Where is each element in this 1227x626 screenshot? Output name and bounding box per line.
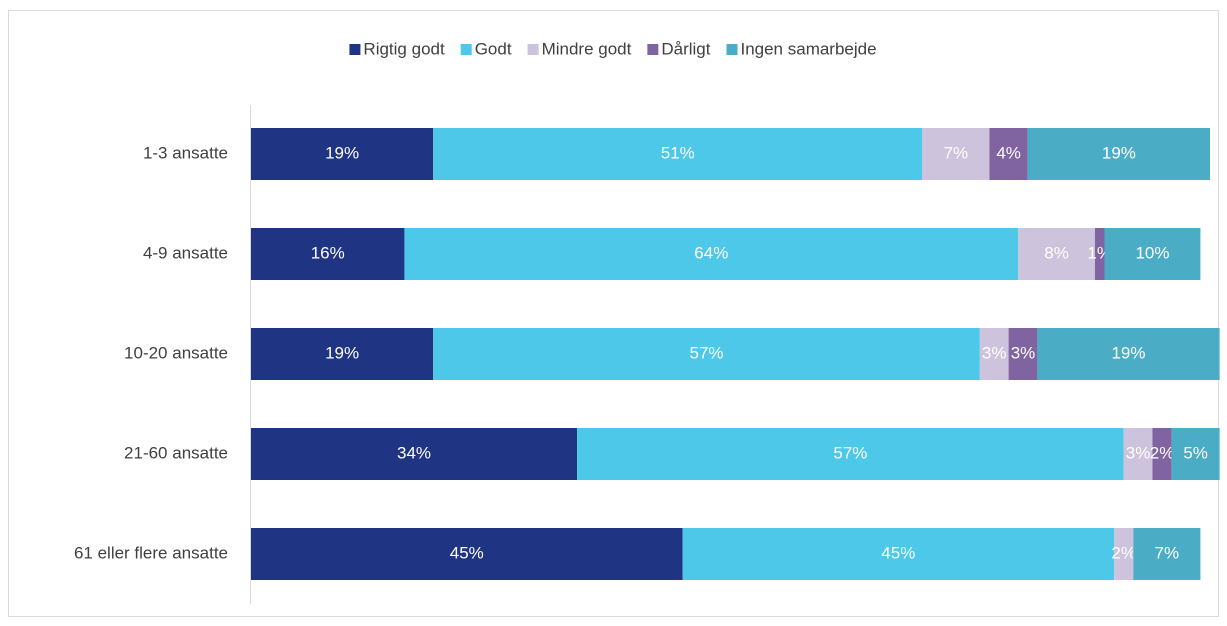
value-label: 2% [1111,543,1136,562]
value-label: 19% [1102,143,1136,162]
bar-segment [404,228,1019,280]
value-label: 45% [450,543,484,562]
bar-segment [979,328,1009,380]
legend-label: Mindre godt [542,39,632,58]
value-label: 7% [1155,543,1180,562]
value-label: 45% [881,543,915,562]
value-label: 5% [1183,443,1208,462]
bar-segment [251,328,434,380]
legend-swatch [349,44,361,55]
category-label: 61 eller flere ansatte [74,543,228,562]
value-label: 57% [833,443,867,462]
value-label: 51% [661,143,695,162]
value-label: 3% [1126,443,1151,462]
legend-label: Godt [475,39,512,58]
bar-segment [1027,128,1210,180]
bar-segment [1171,428,1220,480]
bar-segment [1152,428,1172,480]
bar-segment [251,428,578,480]
legend-label: Ingen samarbejde [740,39,876,58]
bar-segment [1018,228,1095,280]
value-label: 10% [1135,243,1169,262]
category-label: 21-60 ansatte [124,443,228,462]
chart-border [8,10,1219,617]
value-label: 57% [690,343,724,362]
bar-segment [1104,228,1201,280]
bar-segment [922,128,990,180]
value-label: 64% [694,243,728,262]
bar-segment [1008,328,1038,380]
bar-segment [1094,228,1105,280]
bar-segment [251,528,683,580]
value-label: 3% [982,343,1007,362]
value-label: 34% [397,443,431,462]
legend-label: Dårligt [661,39,710,58]
value-label: 19% [325,143,359,162]
bar-segment [251,128,434,180]
legend-swatch [726,44,738,55]
bar-segment [1114,528,1134,580]
value-label: 8% [1044,243,1069,262]
value-label: 7% [944,143,969,162]
bar-segment [433,328,980,380]
bar-segment [989,128,1028,180]
value-label: 4% [996,143,1021,162]
category-label: 10-20 ansatte [124,343,228,362]
value-label: 16% [311,243,345,262]
bar-segment [1123,428,1153,480]
bar-segment [577,428,1124,480]
bar-segment [1133,528,1201,580]
legend-swatch [460,44,472,55]
bar-segment [251,228,405,280]
value-label: 19% [325,343,359,362]
category-label: 1-3 ansatte [143,143,228,162]
value-label: 3% [1011,343,1036,362]
category-label: 4-9 ansatte [143,243,228,262]
bar-segment [682,528,1115,580]
bar-segment [433,128,923,180]
legend-swatch [527,44,539,55]
value-label: 2% [1150,443,1175,462]
value-label: 19% [1111,343,1145,362]
legend-swatch [647,44,659,55]
bar-segment [1037,328,1220,380]
legend-label: Rigtig godt [363,39,445,58]
